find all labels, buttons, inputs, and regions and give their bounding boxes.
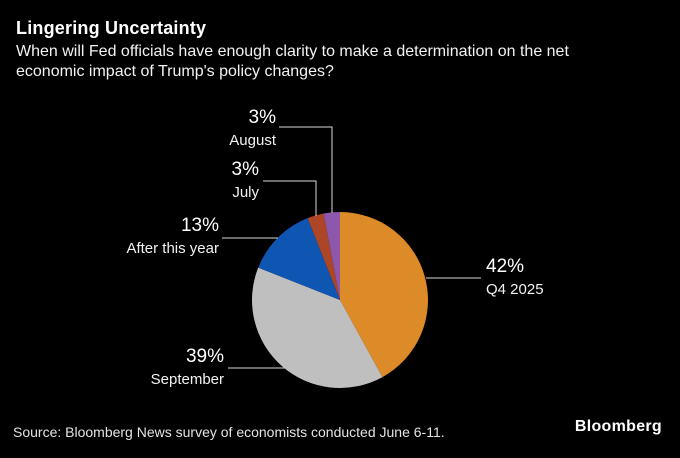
pie-label-after-this-year: 13% After this year <box>126 216 219 256</box>
pie-label-august-name: August <box>229 132 276 149</box>
pie-label-august: 3% August <box>229 108 276 148</box>
pie-slice-august <box>323 212 340 300</box>
pie-slice-september <box>252 267 383 388</box>
chart-title: Lingering Uncertainty <box>16 18 207 38</box>
pie-label-after-this-year-pct: 13% <box>180 215 219 236</box>
leader-line-august <box>279 126 333 213</box>
pie-label-july: 3% July <box>232 160 259 200</box>
pie-slice-q4-2025 <box>340 212 428 378</box>
pie-label-q4-2025-pct: 42% <box>486 256 525 277</box>
pie-slice-after-this-year <box>258 218 340 300</box>
bloomberg-logo: Bloomberg <box>574 418 662 435</box>
source-note: Source: Bloomberg News survey of economi… <box>13 424 445 440</box>
pie-label-q4-2025-name: Q4 2025 <box>486 281 544 298</box>
pie-label-september: 39% September <box>151 347 224 387</box>
chart-subtitle: When will Fed officials have enough clar… <box>16 43 569 80</box>
pie-label-september-name: September <box>150 371 224 388</box>
pie-label-september-pct: 39% <box>185 346 224 367</box>
pie-label-after-this-year-name: After this year <box>126 240 219 257</box>
pie-label-q4-2025: 42% Q4 2025 <box>486 257 544 297</box>
pie-label-july-name: July <box>232 184 259 201</box>
pie-label-august-pct: 3% <box>248 107 276 128</box>
pie-slice-july <box>307 213 340 300</box>
pie-slices-group <box>252 212 428 388</box>
pie-label-july-pct: 3% <box>231 159 259 180</box>
leader-line-july <box>263 180 317 216</box>
